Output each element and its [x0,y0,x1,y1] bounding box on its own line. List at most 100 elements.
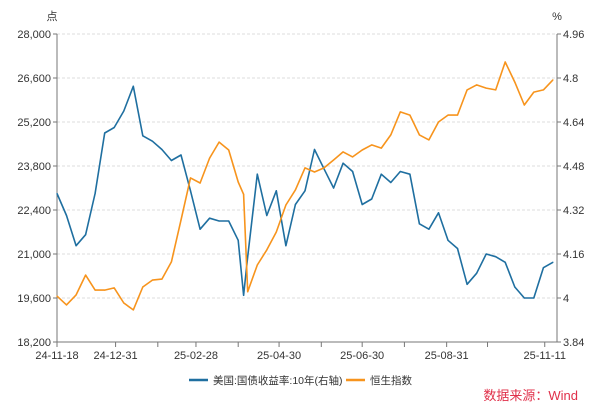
yield-data-point [504,261,506,263]
yield-data-point [243,294,245,296]
left-axis-ticks: 18,200 19,600 21,000 22,400 23,800 25,200 26,6… [17,29,57,349]
yield-data-point [533,297,535,299]
hsi-data-point [189,177,192,179]
y-right-tick-label: 4.16 [563,249,584,261]
yield-data-point [495,256,497,258]
hsi-data-point [123,302,125,304]
y-left-tick-label: 21,000 [17,249,51,261]
yield-data-point [56,192,58,195]
yield-data-point [85,234,87,236]
yield-data-point [428,228,430,230]
hsi-data-point [218,141,220,143]
hsi-data-point [56,295,58,297]
hsi-data-point [447,114,449,116]
yield-data-point [189,190,192,192]
y-right-tick-label: 4.32 [563,205,584,217]
y-left-tick-label: 26,600 [17,73,51,85]
hsi-data-point [170,261,173,263]
hsi-data-point [428,139,430,141]
hsi-data-point [208,157,211,159]
hsi-data-point [456,114,459,116]
yield-data-point [237,239,239,241]
yield-data-point [380,173,382,175]
data-source-note: 数据来源：Wind [483,388,578,403]
yield-data-point [552,261,554,263]
x-tick-label: 25-06-30 [340,350,384,362]
y-right-tick-label: 4 [563,293,569,305]
y-left-tick-label: 25,200 [17,117,51,129]
hsi-data-point [313,171,316,173]
hsi-data-point [132,309,134,311]
hsi-data-point [495,89,497,91]
series-lines [56,61,554,311]
hsi-data-point [485,87,487,89]
yield-data-point [313,148,316,151]
hsi-data-point [352,156,354,158]
x-tick-label: 25-11-11 [524,350,566,362]
hsi-data-point [533,91,535,93]
hsi-data-point [371,144,373,146]
yield-data-point [65,214,68,217]
yield-data-point [332,187,335,189]
hsi-data-point [180,219,182,221]
yield-data-point [132,85,134,87]
x-tick-label: 25-04-30 [257,350,301,362]
yield-data-point [456,247,459,250]
yield-data-point [247,256,249,258]
y-left-tick-label: 19,600 [17,293,51,305]
legend: 美国:国债收益率:10年(右轴) 恒生指数 [189,374,412,387]
hsi-data-point [228,149,230,151]
hsi-data-point [113,287,115,289]
yield-data-point [275,190,277,192]
left-axis-unit: 点 [47,10,58,23]
hsi-data-point [361,149,363,151]
hsi-data-point [514,81,516,83]
hsi-data-point [476,84,478,86]
yield-data-point [151,140,153,142]
hsi-data-point [552,79,554,81]
legend-label-hsi: 恒生指数 [370,374,412,387]
hsi-data-point [104,289,106,291]
hsi-data-point [323,167,325,169]
hsi-data-point [161,278,163,280]
y-left-tick-label: 22,400 [17,205,51,217]
yield-data-point [485,253,487,255]
legend-item-us-10y-yield[interactable]: 美国:国债收益率:10年(右轴) [189,374,343,387]
hsi-data-point [504,61,506,63]
hsi-data-point [304,167,306,169]
yield-data-point [294,203,297,206]
hsi-data-point [266,249,268,251]
yield-data-point [285,245,287,247]
yield-data-point [447,239,449,241]
yield-data-point [437,212,440,214]
y-right-tick-label: 4.64 [563,117,584,129]
hsi-data-point [466,89,468,91]
yield-data-point [371,198,373,200]
legend-item-hsi[interactable]: 恒生指数 [346,374,412,387]
gridlines [57,33,557,299]
y-left-tick-label: 28,000 [17,29,51,41]
hsi-data-point [523,104,525,106]
right-axis-ticks: 3.84 4 4.16 4.32 4.48 4.64 4.8 4.96 [557,29,584,349]
y-left-tick-label: 23,800 [17,161,51,173]
hsi-data-point [142,286,144,288]
yield-data-point [409,173,411,175]
yield-data-point [390,181,392,184]
yield-data-point [123,110,125,112]
yield-data-point [75,245,77,247]
y-left-tick-label: 18,200 [17,337,51,349]
hsi-data-point [542,89,544,91]
yield-data-point [542,267,544,269]
hsi-data-point [342,151,344,153]
hsi-data-point [199,182,201,184]
hsi-data-point [247,291,249,293]
x-tick-label: 24-12-31 [94,350,138,362]
yield-data-point [399,170,401,173]
yield-data-point [256,173,258,175]
y-right-tick-label: 4.8 [563,73,578,85]
hsi-data-point [237,181,239,183]
hsi-data-point [275,231,277,233]
yield-data-point [266,214,268,217]
yield-data-point [199,228,201,230]
yield-data-point [208,217,211,219]
